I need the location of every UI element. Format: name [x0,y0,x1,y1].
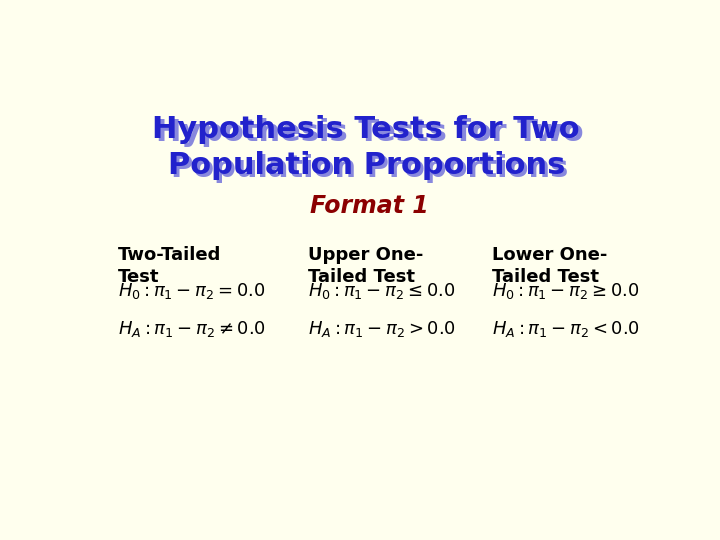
Text: Upper One-
Tailed Test: Upper One- Tailed Test [307,246,423,286]
Text: Two-Tailed
Test: Two-Tailed Test [118,246,221,286]
Text: Hypothesis Tests for Two
Population Proportions: Hypothesis Tests for Two Population Prop… [156,118,584,183]
Text: $H_A : \pi_1 - \pi_2 > 0.0$: $H_A : \pi_1 - \pi_2 > 0.0$ [307,319,456,339]
Text: $H_A : \pi_1 - \pi_2 < 0.0$: $H_A : \pi_1 - \pi_2 < 0.0$ [492,319,639,339]
Text: $H_0 : \pi_1 - \pi_2 \leq 0.0$: $H_0 : \pi_1 - \pi_2 \leq 0.0$ [307,281,455,301]
Text: $H_0 : \pi_1 - \pi_2 \geq 0.0$: $H_0 : \pi_1 - \pi_2 \geq 0.0$ [492,281,639,301]
Text: Lower One-
Tailed Test: Lower One- Tailed Test [492,246,607,286]
Text: $H_A : \pi_1 - \pi_2 \neq 0.0$: $H_A : \pi_1 - \pi_2 \neq 0.0$ [118,319,266,339]
Text: $H_0 : \pi_1 - \pi_2 = 0.0$: $H_0 : \pi_1 - \pi_2 = 0.0$ [118,281,265,301]
Text: Format 1: Format 1 [310,194,428,218]
Text: Hypothesis Tests for Two
Population Proportions: Hypothesis Tests for Two Population Prop… [153,114,580,180]
